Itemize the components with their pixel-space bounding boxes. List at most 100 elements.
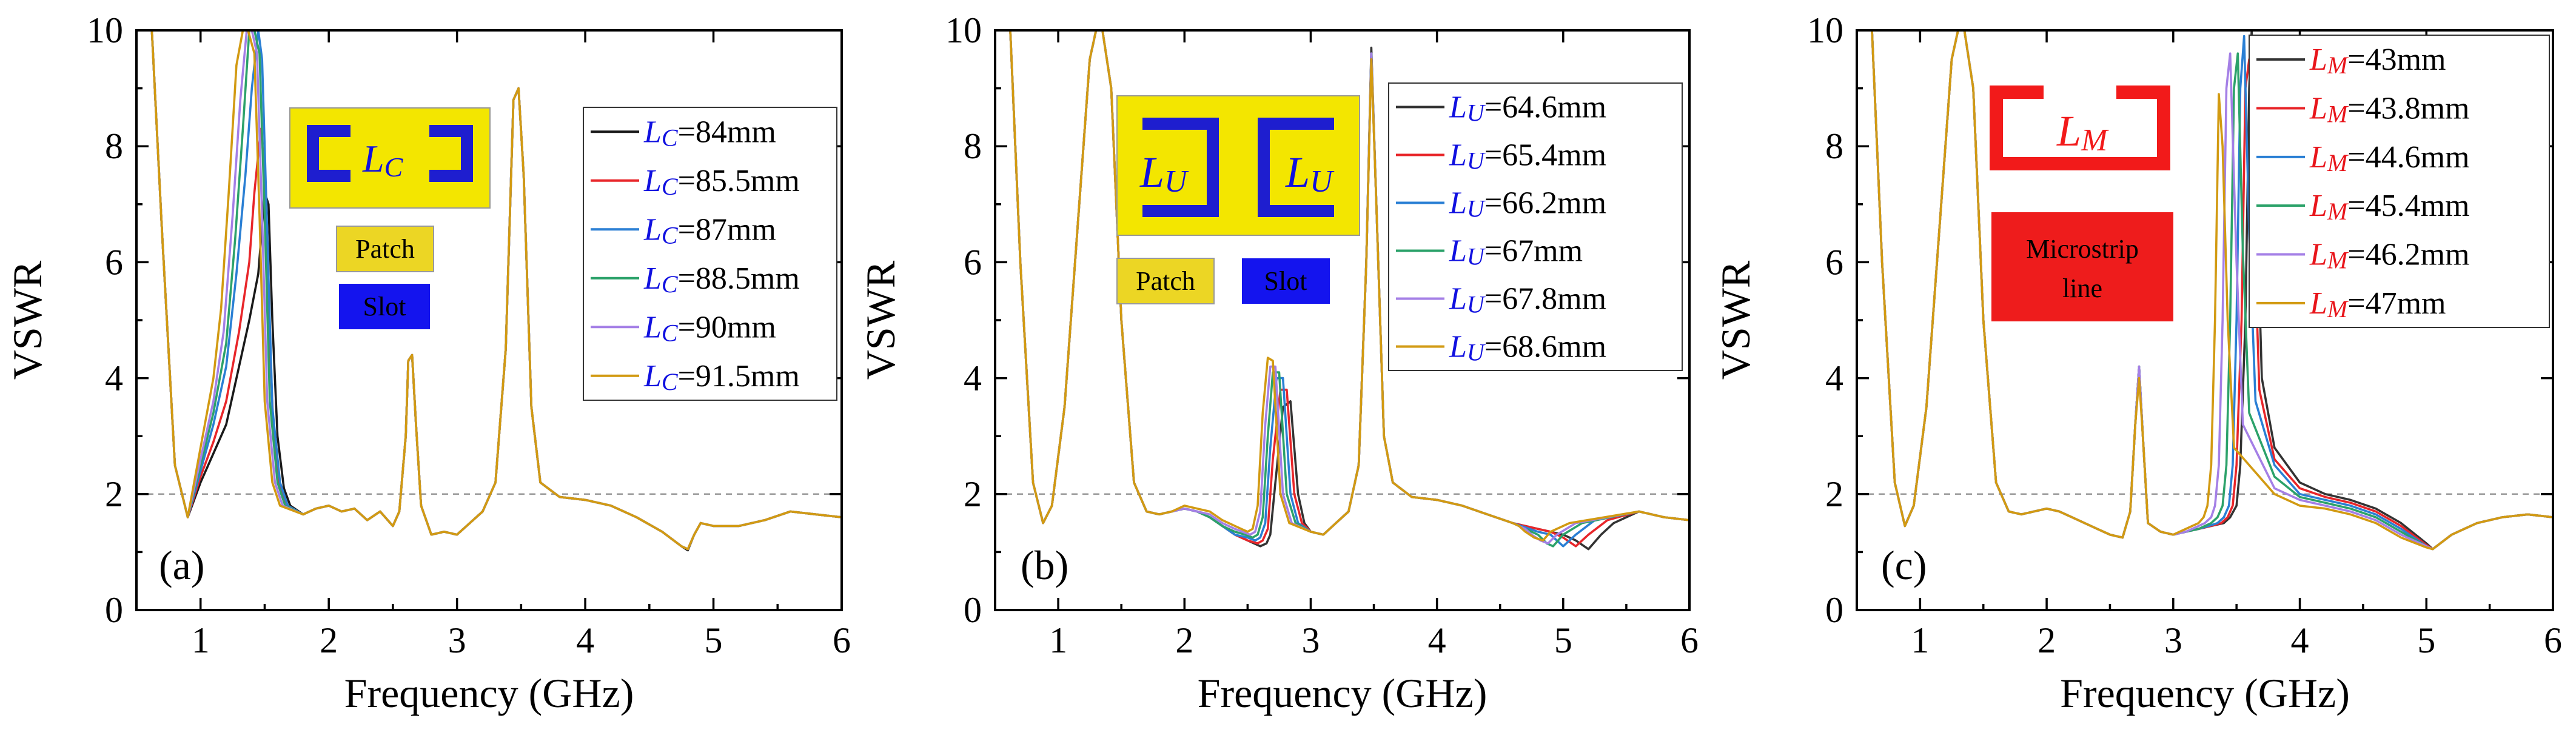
inset-diagram: LM Microstrip line — [1990, 86, 2173, 321]
series-group — [136, 30, 842, 552]
legend-series-label: =46.2mm — [2347, 238, 2469, 272]
patch-rect — [289, 107, 491, 209]
legend-param-subscript: C — [662, 270, 679, 298]
patch-tag-label: Patch — [1136, 266, 1195, 296]
legend-param-subscript: M — [2327, 149, 2349, 176]
x-tick-label: 3 — [2164, 620, 2182, 660]
legend: LC=84mmLC=85.5mmLC=87mmLC=88.5mmLC=90mmL… — [583, 107, 837, 401]
x-axis-title: Frequency (GHz) — [1198, 670, 1488, 716]
legend-series-label: =91.5mm — [678, 359, 800, 394]
legend-param-subscript: U — [1467, 147, 1486, 175]
legend-param-subscript: U — [1467, 243, 1486, 270]
legend-param-subscript: C — [662, 368, 679, 395]
y-tick-label: 8 — [964, 126, 982, 166]
x-tick-label: 5 — [705, 620, 723, 660]
legend-param-subscript: U — [1467, 291, 1486, 318]
legend-entry: LM=47mm — [2309, 286, 2446, 323]
y-tick-label: 8 — [105, 126, 123, 166]
legend-box — [583, 107, 837, 401]
inset-diagram: LU LU Patch Slot — [1116, 95, 1360, 304]
legend-entry: LC=91.5mm — [643, 359, 800, 395]
legend-entry: LM=45.4mm — [2309, 189, 2469, 225]
series-line-6 — [995, 30, 1689, 542]
legend-param-symbol: L — [2309, 140, 2327, 175]
microstrip-tag-label-line2: line — [2062, 273, 2102, 303]
legend-entry: LM=43.8mm — [2309, 92, 2469, 128]
legend-entry: LC=85.5mm — [643, 164, 800, 200]
y-tick-label: 8 — [1825, 126, 1843, 166]
legend-series-label: =65.4mm — [1484, 138, 1606, 173]
legend-series-label: =66.2mm — [1484, 186, 1606, 221]
legend: LM=43mmLM=43.8mmLM=44.6mmLM=45.4mmLM=46.… — [2249, 35, 2550, 328]
inset-symbol: LC — [362, 137, 404, 183]
legend-series-label: =44.6mm — [2347, 140, 2469, 175]
legend-series-label: =90mm — [678, 310, 776, 344]
x-tick-label: 1 — [1911, 620, 1929, 660]
legend-param-symbol: L — [1449, 234, 1467, 269]
y-tick-label: 2 — [1825, 474, 1843, 514]
patch-tag — [1116, 258, 1215, 304]
legend-param-symbol: L — [2309, 92, 2327, 126]
y-tick-label: 10 — [1807, 10, 1843, 50]
legend-entry: LC=90mm — [643, 310, 776, 346]
x-tick-label: 5 — [1554, 620, 1572, 660]
x-tick-label: 4 — [1428, 620, 1446, 660]
y-tick-label: 6 — [105, 242, 123, 282]
legend-series-label: =67mm — [1484, 234, 1583, 269]
legend-param-symbol: L — [643, 212, 662, 247]
panel-label: (b) — [1021, 542, 1068, 588]
legend-series-label: =64.6mm — [1484, 90, 1606, 125]
legend-param-subscript: C — [662, 124, 679, 151]
x-tick-label: 3 — [1301, 620, 1320, 660]
legend-param-symbol: L — [2309, 238, 2327, 272]
series-group — [1857, 30, 2553, 551]
legend-param-subscript: M — [2327, 247, 2349, 274]
y-tick-label: 4 — [964, 358, 982, 398]
legend-series-label: =68.6mm — [1484, 330, 1606, 364]
series-line-6 — [136, 30, 842, 551]
panel-label: (a) — [159, 542, 204, 588]
legend-param-subscript: U — [1467, 339, 1486, 366]
x-axis-title: Frequency (GHz) — [2060, 670, 2350, 716]
legend-param-symbol: L — [643, 261, 662, 296]
legend-entry: LM=44.6mm — [2309, 140, 2469, 176]
legend-entry: LC=84mm — [643, 115, 776, 151]
legend-series-label: =88.5mm — [678, 261, 800, 296]
y-axis-title: VSWR — [1712, 260, 1759, 380]
y-tick-label: 6 — [964, 242, 982, 282]
x-tick-label: 4 — [576, 620, 594, 660]
legend-param-symbol: L — [1449, 186, 1467, 221]
slot-tag — [1242, 258, 1330, 304]
x-tick-label: 6 — [2544, 620, 2562, 660]
legend-param-symbol: L — [643, 115, 662, 149]
y-tick-label: 6 — [1825, 242, 1843, 282]
x-tick-label: 6 — [1680, 620, 1699, 660]
series-line-6 — [1857, 30, 2553, 551]
x-tick-label: 2 — [1175, 620, 1193, 660]
legend-entry: LU=64.6mm — [1449, 90, 1606, 127]
legend-entry: LU=68.6mm — [1449, 330, 1606, 366]
inset-symbol: LM — [2056, 107, 2109, 158]
legend-param-symbol: L — [643, 164, 662, 198]
legend-param-subscript: M — [2327, 198, 2349, 225]
legend-series-label: =43mm — [2347, 42, 2446, 77]
legend-entry: LC=87mm — [643, 212, 776, 249]
legend-param-symbol: L — [1449, 282, 1467, 317]
x-axis-title: Frequency (GHz) — [344, 670, 634, 716]
patch-tag — [336, 226, 434, 272]
legend-entry: LU=65.4mm — [1449, 138, 1606, 175]
y-tick-label: 0 — [964, 590, 982, 630]
x-tick-label: 2 — [2038, 620, 2056, 660]
legend-series-label: =45.4mm — [2347, 189, 2469, 223]
legend-param-subscript: M — [2327, 52, 2349, 79]
legend-series-label: =67.8mm — [1484, 282, 1606, 317]
legend-entry: LM=43mm — [2309, 42, 2446, 79]
slot-tag-label: Slot — [363, 292, 406, 321]
microstrip-shape — [1990, 86, 2170, 170]
legend-entry: LC=88.5mm — [643, 261, 800, 298]
legend-series-label: =47mm — [2347, 286, 2446, 321]
y-tick-label: 10 — [87, 10, 123, 50]
